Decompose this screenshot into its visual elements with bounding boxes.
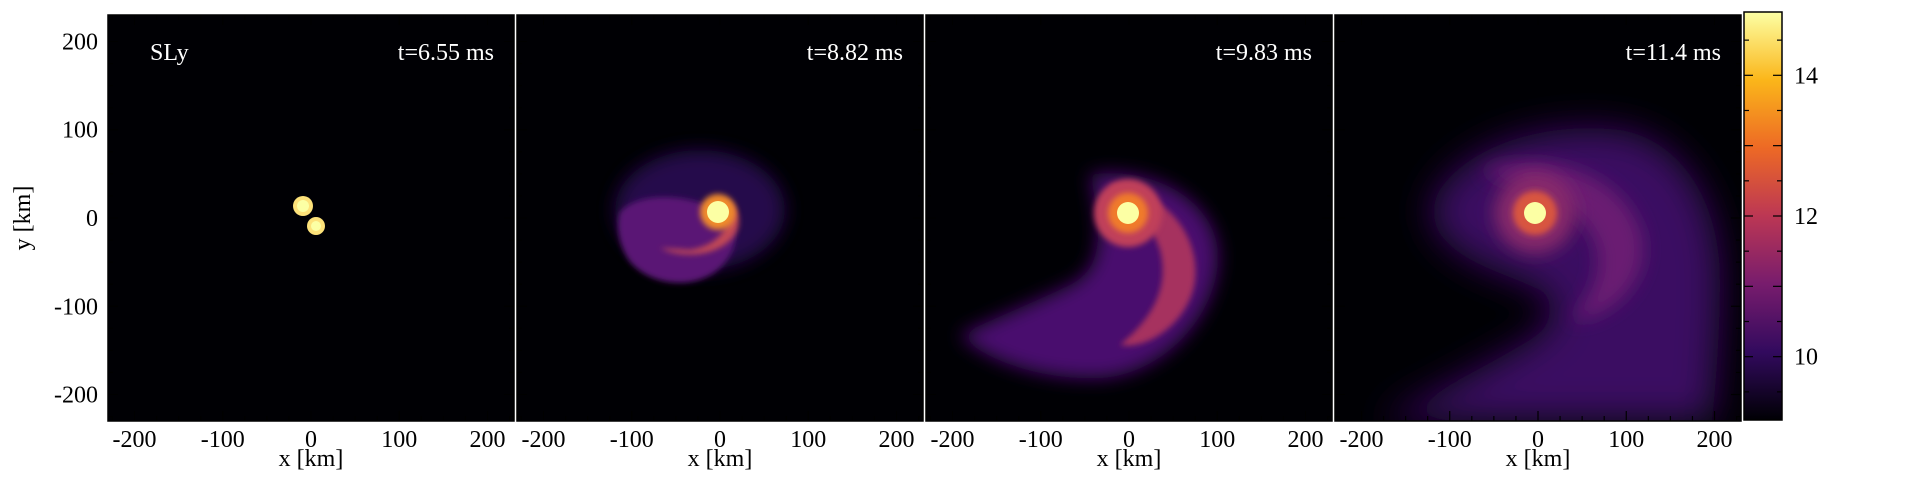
- x-tick-label: 0: [1532, 427, 1544, 453]
- axis-ticks: [108, 15, 1741, 421]
- x-tick-label: 100: [1608, 427, 1644, 453]
- colorbar-tick-label: 12: [1794, 204, 1818, 230]
- x-tick-label: 100: [381, 427, 417, 453]
- panel-2-time-label: t=8.82 ms: [807, 40, 903, 66]
- y-axis-label: y [km]: [10, 186, 36, 251]
- panel-3-frame: [925, 14, 1333, 422]
- x-tick-label: -100: [201, 427, 245, 453]
- central-remnant: [707, 201, 729, 223]
- colorbar-ticks: 10 12 14: [1744, 39, 1818, 393]
- x-tick-label: -100: [610, 427, 654, 453]
- x-axis-label-3: x [km]: [1097, 446, 1162, 472]
- x-tick-label: -200: [112, 427, 156, 453]
- colorbar-tick-label: 10: [1794, 345, 1818, 371]
- y-tick-label: 100: [62, 118, 98, 144]
- y-tick-label: 0: [86, 206, 98, 232]
- panel-4-time-label: t=11.4 ms: [1626, 40, 1721, 66]
- panel-3-time-label: t=9.83 ms: [1216, 40, 1312, 66]
- panel-frames: [107, 14, 1742, 422]
- central-remnant: [1524, 202, 1546, 224]
- panel-2-frame: [516, 14, 924, 422]
- panel-3: [926, 15, 1332, 421]
- x-tick-label: 200: [1697, 427, 1733, 453]
- x-tick-label: 200: [470, 427, 506, 453]
- panel-4-frame: [1334, 14, 1742, 422]
- x-tick-label: -100: [1428, 427, 1472, 453]
- star-1-core: [297, 200, 309, 212]
- x-axis-label-4: x [km]: [1506, 446, 1571, 472]
- colorbar-tick-label: 14: [1794, 63, 1818, 89]
- panel-1: [108, 15, 514, 421]
- x-tick-label: 100: [1199, 427, 1235, 453]
- panel-1-time-label: t=6.55 ms: [398, 40, 494, 66]
- model-label: SLy: [150, 40, 189, 66]
- inner-spiral: [1110, 185, 1196, 346]
- star-2-core: [311, 221, 321, 231]
- colorbar: 10 12 14: [1743, 11, 1818, 421]
- x-tick-label: -200: [521, 427, 565, 453]
- axis-tick-labels: -200 -100 0 100 200 -200 -100 0 100 200 -200 -100 0 1…: [54, 29, 1733, 453]
- y-tick-label: -200: [54, 383, 98, 409]
- x-tick-label: 0: [305, 427, 317, 453]
- x-tick-label: -200: [930, 427, 974, 453]
- x-tick-label: 200: [1288, 427, 1324, 453]
- x-tick-label: 200: [879, 427, 915, 453]
- x-tick-label: -200: [1339, 427, 1383, 453]
- x-tick-label: -100: [1019, 427, 1063, 453]
- x-tick-label: 0: [1123, 427, 1135, 453]
- panel-2: [517, 15, 923, 421]
- central-remnant: [1117, 202, 1139, 224]
- panel-1-frame: [107, 14, 515, 422]
- x-axis-label-2: x [km]: [688, 446, 753, 472]
- y-tick-label: -100: [54, 294, 98, 320]
- panel-1-background: [108, 15, 514, 421]
- panel-4: [1335, 15, 1741, 421]
- x-axis-label-1: x [km]: [279, 446, 344, 472]
- spiral-arm-inner: [660, 200, 739, 255]
- x-tick-label: 0: [714, 427, 726, 453]
- inner-spiral: [1480, 162, 1643, 320]
- y-tick-label: 200: [62, 29, 98, 55]
- x-tick-label: 100: [790, 427, 826, 453]
- outer-envelope: [1380, 128, 1720, 421]
